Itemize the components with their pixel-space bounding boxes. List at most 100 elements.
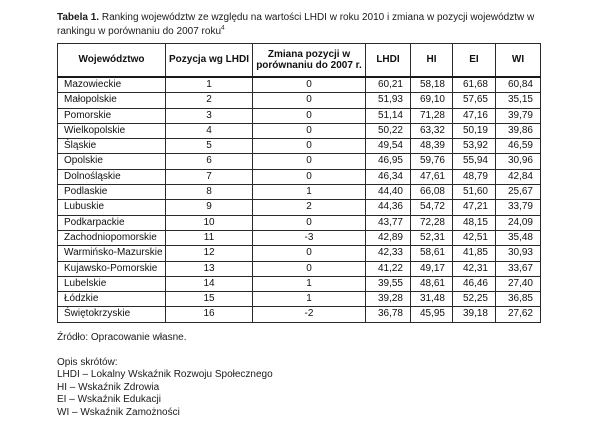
position-cell: 11 [165,229,253,247]
position-change-cell: 0 [252,122,366,140]
table-row: Kujawsko-Pomorskie 13 0 41,22 49,17 42,31 33,6… [57,260,541,277]
voivodeship-cell: Lubelskie [57,275,166,293]
table-row: Warmińsko-Mazurskie 12 0 42,33 58,61 41,85 30,… [57,245,541,262]
header-ei: EI [452,43,496,78]
wi-value-cell: 24,09 [495,214,541,231]
position-change-cell: 1 [252,184,366,201]
table-row: Pomorskie 3 0 51,14 71,28 47,16 39,79 [57,107,541,124]
voivodeship-cell: Pomorskie [57,107,166,124]
table-row: Zachodniopomorskie 11 -3 42,89 52,31 42,51 35,… [57,229,541,247]
ei-value-cell: 53,92 [452,138,496,155]
lhdi-value-cell: 50,22 [365,122,411,140]
position-cell: 15 [165,291,253,308]
voivodeship-cell: Świętokrzyskie [57,306,166,323]
position-cell: 12 [165,245,253,262]
table-row: Łódzkie 15 1 39,28 31,48 52,25 36,85 [57,291,541,308]
lhdi-value-cell: 44,40 [365,184,411,201]
table-row: Mazowieckie 1 0 60,21 58,18 61,68 60,84 [57,76,541,94]
lhdi-value-cell: 49,54 [365,138,411,155]
abbreviations-block: Opis skrótów: LHDI – Lokalny Wskaźnik Ro… [57,357,600,420]
hi-value-cell: 58,18 [410,76,453,94]
ei-value-cell: 61,68 [452,76,496,94]
header-lhdi: LHDI [365,43,411,78]
position-cell: 3 [165,107,253,124]
voivodeship-cell: Podlaskie [57,184,166,201]
wi-value-cell: 39,79 [495,107,541,124]
hi-value-cell: 48,39 [410,138,453,155]
ei-value-cell: 48,79 [452,168,496,186]
abbreviation-wi: WI – Wskaźnik Zamożności [57,406,180,418]
voivodeship-cell: Śląskie [57,138,166,155]
ei-value-cell: 47,21 [452,199,496,216]
position-change-cell: 0 [252,138,366,155]
table-row: Wielkopolskie 4 0 50,22 63,32 50,19 39,86 [57,122,541,140]
position-change-cell: 0 [252,76,366,94]
lhdi-ranking-table: Województwo Pozycja wg LHDI Zmiana pozyc… [57,43,541,323]
position-change-cell: 0 [252,153,366,170]
hi-value-cell: 59,76 [410,153,453,170]
voivodeship-cell: Dolnośląskie [57,168,166,186]
header-voivodeship: Województwo [57,43,166,78]
source-note: Źródło: Opracowanie własne. [57,331,187,343]
abbreviation-ei: EI – Wskaźnik Edukacji [57,394,161,406]
hi-value-cell: 47,61 [410,168,453,186]
ei-value-cell: 57,65 [452,92,496,109]
wi-value-cell: 25,67 [495,184,541,201]
ei-value-cell: 48,15 [452,214,496,231]
voivodeship-cell: Mazowieckie [57,76,166,94]
hi-value-cell: 48,61 [410,275,453,293]
ei-value-cell: 42,51 [452,229,496,247]
wi-value-cell: 33,79 [495,199,541,216]
table-caption: Tabela 1. Ranking województw ze względu … [57,11,549,38]
voivodeship-cell: Małopolskie [57,92,166,109]
table-row: Podlaskie 8 1 44,40 66,08 51,60 25,67 [57,184,541,201]
table-caption-label: Tabela 1. [57,12,100,23]
voivodeship-cell: Opolskie [57,153,166,170]
ei-value-cell: 47,16 [452,107,496,124]
hi-value-cell: 69,10 [410,92,453,109]
hi-value-cell: 45,95 [410,306,453,323]
ei-value-cell: 52,25 [452,291,496,308]
voivodeship-cell: Lubuskie [57,199,166,216]
table-row: Dolnośląskie 7 0 46,34 47,61 48,79 42,84 [57,168,541,186]
footnote-marker: 4 [221,24,225,32]
position-change-cell: 0 [252,107,366,124]
hi-value-cell: 54,72 [410,199,453,216]
wi-value-cell: 35,48 [495,229,541,247]
position-cell: 8 [165,184,253,201]
position-change-cell: 0 [252,168,366,186]
position-change-cell: -2 [252,306,366,323]
position-change-cell: 0 [252,214,366,231]
lhdi-value-cell: 42,89 [365,229,411,247]
voivodeship-cell: Zachodniopomorskie [57,229,166,247]
position-cell: 1 [165,76,253,94]
wi-value-cell: 27,40 [495,275,541,293]
abbreviations-heading: Opis skrótów: [57,356,118,368]
table-body: Mazowieckie 1 0 60,21 58,18 61,68 60,84 Małopol… [57,76,541,323]
position-change-cell: 0 [252,260,366,277]
ei-value-cell: 50,19 [452,122,496,140]
wi-value-cell: 30,93 [495,245,541,262]
position-change-cell: 1 [252,291,366,308]
abbreviation-lhdi: LHDI – Lokalny Wskaźnik Rozwoju Społeczn… [57,369,273,381]
hi-value-cell: 72,28 [410,214,453,231]
position-cell: 2 [165,92,253,109]
position-change-cell: 2 [252,199,366,216]
header-hi: HI [410,43,453,78]
position-change-cell: 1 [252,275,366,293]
table-row: Małopolskie 2 0 51,93 69,10 57,65 35,15 [57,92,541,109]
lhdi-value-cell: 39,28 [365,291,411,308]
hi-value-cell: 52,31 [410,229,453,247]
hi-value-cell: 49,17 [410,260,453,277]
voivodeship-cell: Podkarpackie [57,214,166,231]
lhdi-value-cell: 60,21 [365,76,411,94]
hi-value-cell: 31,48 [410,291,453,308]
lhdi-value-cell: 44,36 [365,199,411,216]
voivodeship-cell: Łódzkie [57,291,166,308]
position-cell: 5 [165,138,253,155]
header-position-change: Zmiana pozycji w porównaniu do 2007 r. [252,43,366,78]
lhdi-value-cell: 51,14 [365,107,411,124]
wi-value-cell: 33,67 [495,260,541,277]
position-change-cell: 0 [252,92,366,109]
lhdi-value-cell: 46,95 [365,153,411,170]
